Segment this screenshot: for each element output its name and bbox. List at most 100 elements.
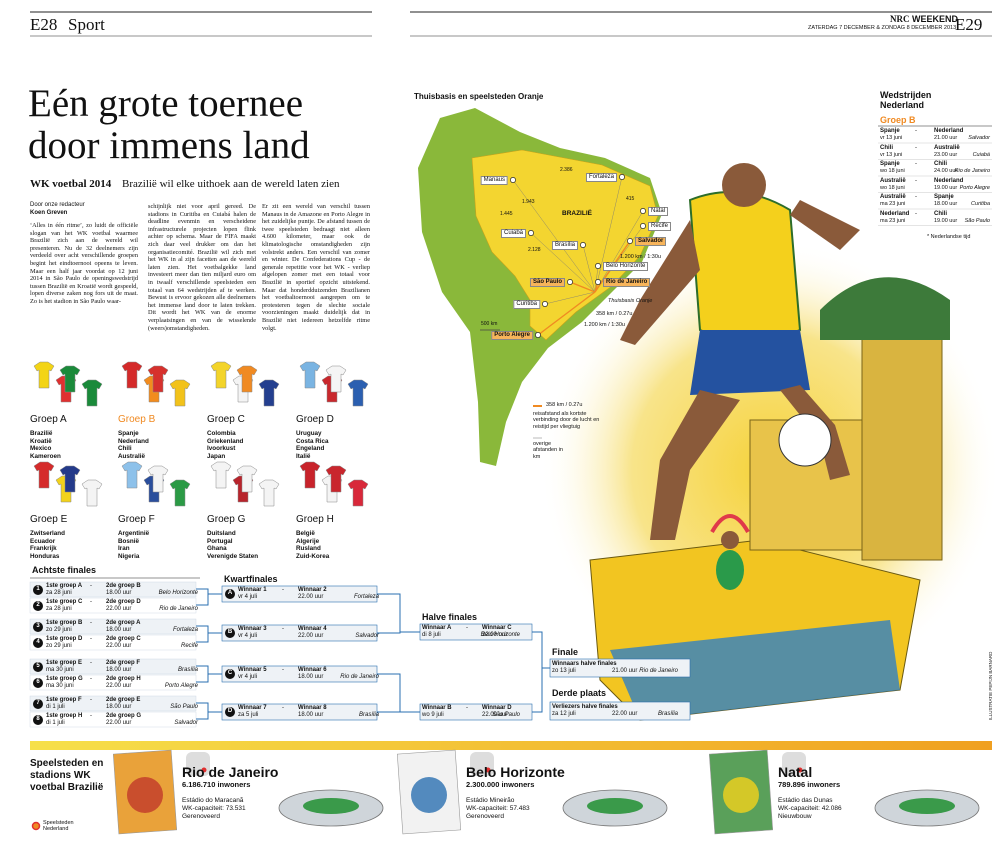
match-time: 22.00 uur bbox=[106, 683, 132, 689]
city-dot bbox=[485, 767, 491, 773]
team-name: Brazilië bbox=[30, 430, 53, 437]
headline: Eén grote toernee bbox=[28, 82, 304, 125]
dancer-head bbox=[721, 531, 739, 549]
shirt bbox=[59, 465, 81, 493]
dancer-headdress bbox=[710, 514, 750, 534]
nl-team: Chili bbox=[880, 144, 893, 151]
map-title: Thuisbasis en speelsteden Oranje bbox=[414, 92, 544, 101]
team-name: Ecuador bbox=[30, 537, 56, 545]
shirt bbox=[347, 379, 369, 407]
quarter-team: Winnaar 3 bbox=[238, 626, 267, 632]
status: Gerenoveerd bbox=[182, 813, 220, 820]
headline: door immens land bbox=[28, 124, 310, 167]
match-time: 22.00 uur bbox=[482, 712, 508, 718]
shirt bbox=[258, 479, 280, 507]
r16-team: 2de groep C bbox=[106, 636, 141, 642]
nl-team: Chili bbox=[934, 210, 947, 217]
group-title: Groep B bbox=[118, 414, 156, 425]
team-name: Frankrijk bbox=[30, 545, 57, 552]
note: * Nederlandse tijd bbox=[927, 234, 971, 240]
brand: WEEKEND bbox=[912, 14, 959, 24]
team-name: Nigeria bbox=[118, 552, 140, 560]
match-date: vr 13 juni bbox=[880, 135, 903, 141]
stadium-name: Estádio do Maracanã bbox=[182, 797, 244, 804]
match-venue: Curitiba bbox=[971, 201, 990, 207]
city-label: Salvador bbox=[635, 237, 667, 246]
match-time: 22.00 uur bbox=[106, 606, 132, 612]
route-label: 358 km / 0.27u bbox=[596, 311, 633, 317]
separator: - bbox=[90, 636, 92, 642]
group-title: Groep G bbox=[207, 514, 246, 525]
r16-team: 2de groep G bbox=[106, 713, 142, 719]
quarter-team: Winnaar 8 bbox=[298, 705, 327, 711]
r16-team: 2de groep F bbox=[106, 660, 141, 666]
match-number-bg bbox=[33, 678, 43, 688]
bracket-line bbox=[196, 665, 222, 683]
match-venue: São Paulo bbox=[964, 217, 990, 224]
separator: - bbox=[282, 667, 284, 673]
match-time: 21.00 uur bbox=[612, 668, 638, 674]
route-label: 1.200 km / 1:30u bbox=[620, 254, 661, 260]
separator: - bbox=[90, 620, 92, 626]
quarter-team: Winnaar 7 bbox=[238, 705, 267, 711]
shirt bbox=[347, 479, 369, 507]
distance-label: 1.445 bbox=[500, 211, 513, 217]
capacity: WK-capaciteit: 73.531 bbox=[182, 805, 246, 812]
shirt bbox=[236, 465, 258, 493]
stadium-pitch bbox=[899, 798, 955, 814]
nl-team: Spanje bbox=[880, 161, 900, 167]
shirt bbox=[81, 479, 103, 507]
match-number: D bbox=[227, 708, 233, 714]
match-time: 24.00 uur bbox=[934, 168, 958, 174]
match-venue: Brasília bbox=[358, 712, 379, 718]
match-number: B bbox=[227, 629, 233, 635]
city-marker bbox=[567, 279, 573, 285]
match-time: 18.00 uur bbox=[106, 667, 132, 673]
match-number-bg bbox=[33, 715, 43, 725]
city-marker bbox=[619, 174, 625, 180]
match-number: 6 bbox=[36, 679, 40, 685]
body-column: ‘Alles in één ritme’, zo luidt de offici… bbox=[30, 222, 138, 305]
player-shorts bbox=[690, 330, 810, 395]
dancer bbox=[716, 550, 744, 590]
city-label: Natal bbox=[648, 207, 669, 216]
match-venue: Rio de Janeiro bbox=[340, 674, 379, 680]
bracket-line bbox=[377, 593, 420, 634]
separator: - bbox=[915, 161, 917, 167]
poster-art bbox=[127, 777, 163, 813]
match-number-bg bbox=[225, 589, 235, 599]
r16-team: 1ste groep D bbox=[46, 636, 83, 642]
r16-team: 1ste groep A bbox=[46, 583, 83, 589]
group-title: Groep F bbox=[118, 514, 155, 525]
population: 6.186.710 inwoners bbox=[182, 780, 251, 789]
city-dot bbox=[201, 767, 207, 773]
shirt bbox=[81, 379, 103, 407]
third-place-team: Verliezers halve finales bbox=[552, 704, 618, 710]
match-number: C bbox=[227, 670, 233, 676]
match-venue: Rio de Janeiro bbox=[639, 668, 678, 674]
match-venue: Belo Horizonte bbox=[158, 590, 198, 596]
bed-blanket bbox=[610, 620, 900, 720]
team-name: Iran bbox=[118, 545, 130, 552]
scale-label: 500 km bbox=[481, 321, 498, 327]
city-marker bbox=[510, 177, 516, 183]
separator: - bbox=[282, 626, 284, 632]
match-number: 2 bbox=[36, 602, 40, 608]
population: 789.896 inwoners bbox=[778, 780, 841, 789]
city-label: Fortaleza bbox=[585, 173, 617, 182]
match-number-bg bbox=[33, 601, 43, 611]
team-name: Japan bbox=[207, 452, 226, 460]
team-name: Nederland bbox=[118, 437, 149, 445]
match-date: zo 13 juli bbox=[552, 668, 576, 674]
route bbox=[594, 176, 623, 293]
match-number: 1 bbox=[36, 586, 40, 592]
shirt bbox=[299, 461, 321, 489]
team-name: Costa Rica bbox=[296, 437, 329, 445]
separator: - bbox=[915, 128, 917, 134]
status: Nieuwbouw bbox=[778, 813, 812, 820]
quarter-team: Winnaar 6 bbox=[298, 667, 327, 673]
city-label: Rio de Janeiro bbox=[603, 278, 651, 287]
shirt bbox=[325, 465, 347, 493]
match-venue: São Paulo bbox=[492, 712, 520, 718]
